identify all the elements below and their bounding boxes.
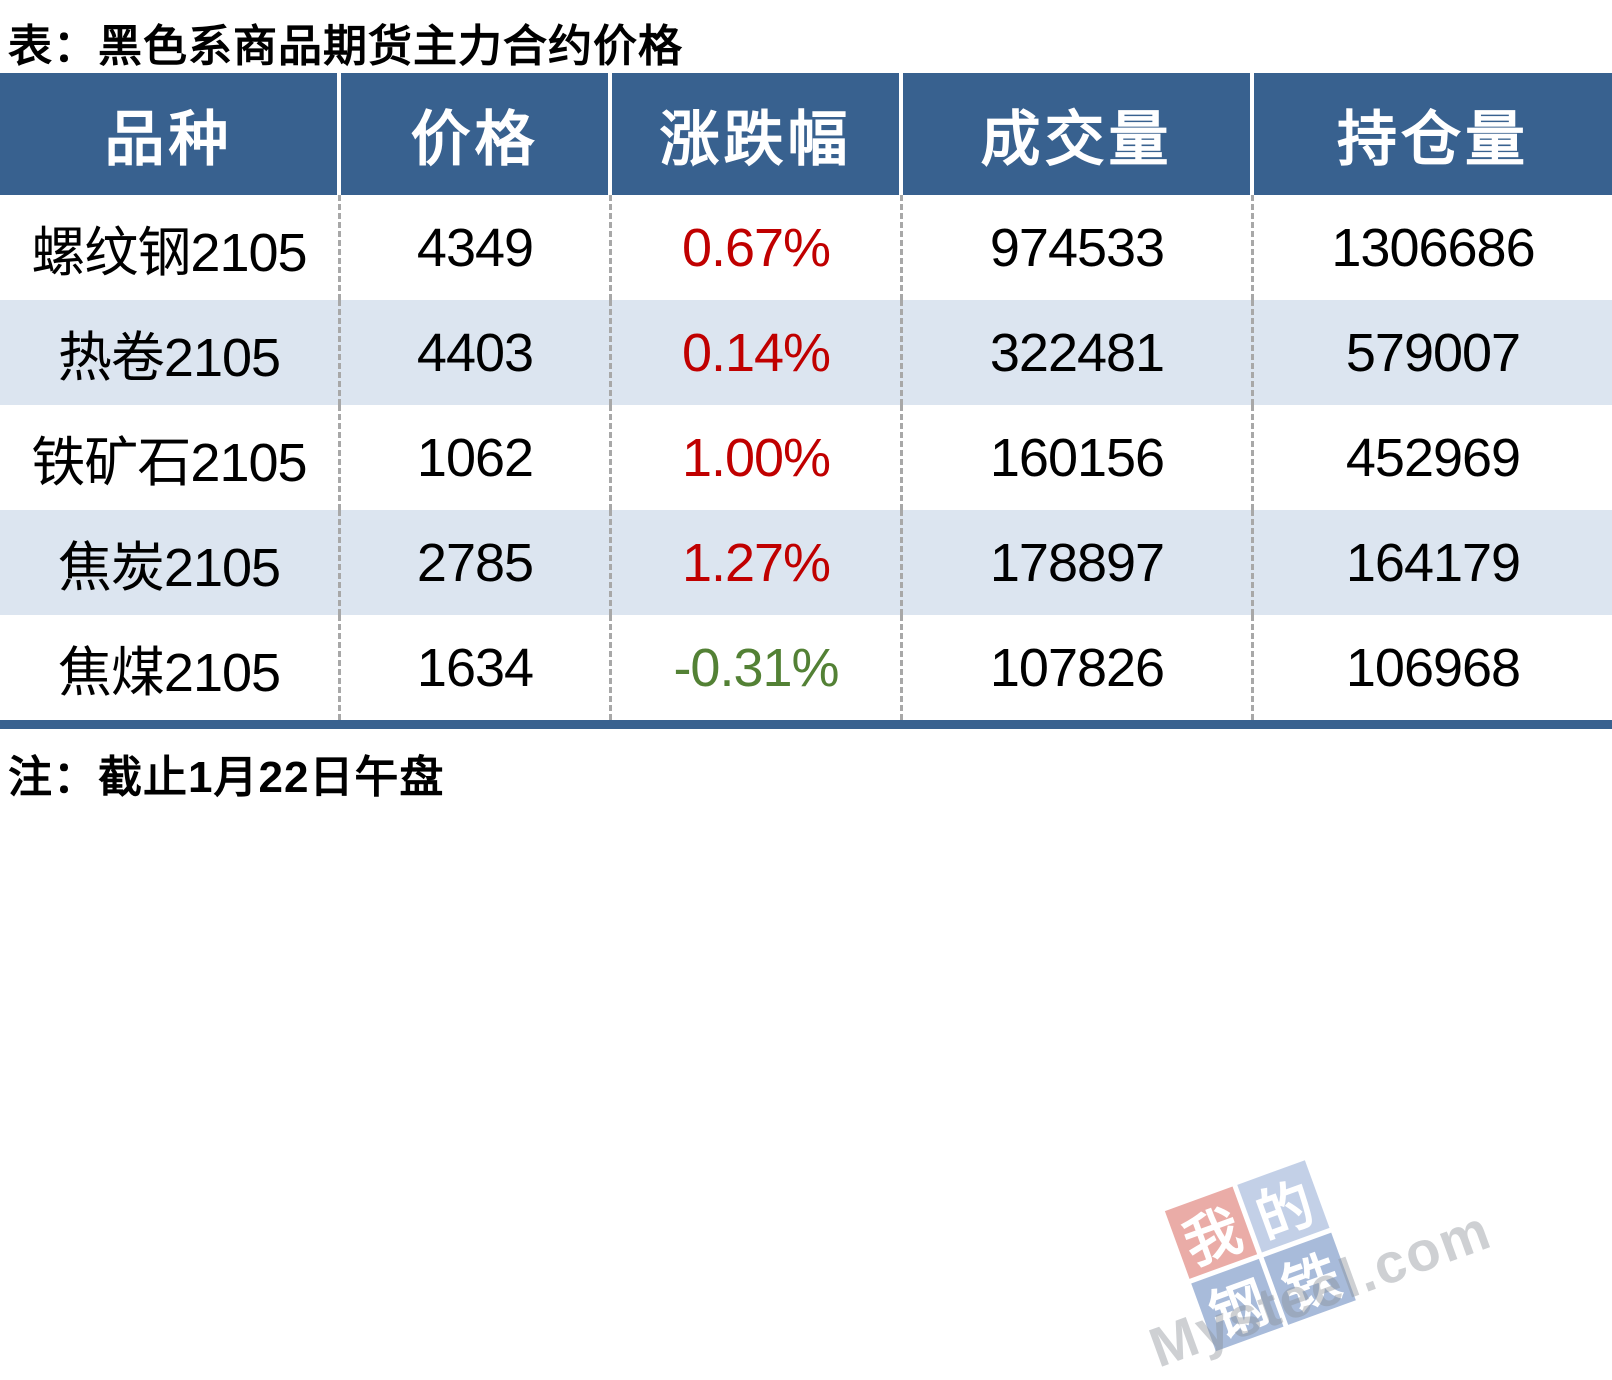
cell-open-interest: 452969 — [1345, 427, 1521, 488]
mysteel-logo-tiles: 我的钢铁 — [1164, 1160, 1357, 1352]
title-area: 表：黑色系商品期货主力合约价格 — [0, 0, 1612, 73]
futures-table: 品种 价格 涨跌幅 成交量 持仓量 螺纹钢2105 4349 0.67% 974533… — [0, 73, 1612, 720]
cell-volume: 322481 — [903, 300, 1254, 405]
table-body: 螺纹钢2105 4349 0.67% 974533 1306686 热卷2105 4403 0… — [0, 195, 1612, 720]
cell-change: -0.31% — [612, 615, 903, 720]
cell-price: 1634 — [341, 615, 612, 720]
cell-variety: 热卷2105 — [0, 300, 341, 405]
mysteel-logo-tile: 铁 — [1263, 1232, 1356, 1325]
cell-open-interest: 579007 — [1254, 300, 1612, 405]
cell-variety: 铁矿石2105 — [0, 405, 341, 510]
table-row: 热卷2105 4403 0.14% 322481 579007 — [0, 300, 1612, 405]
cell-price: 4403 — [341, 300, 612, 405]
cell-change: 1.00% — [612, 405, 903, 510]
table-row: 螺纹钢2105 4349 0.67% 974533 1306686 — [0, 195, 1612, 300]
note-area: 注：截止1月22日午盘 — [0, 729, 1612, 805]
footnote: 注：截止1月22日午盘 — [8, 753, 445, 802]
cell-price: 1062 — [341, 405, 612, 510]
cell-change: 0.67% — [612, 195, 903, 300]
table-title: 表：黑色系商品期货主力合约价格 — [8, 22, 683, 71]
cell-volume: 160156 — [903, 405, 1254, 510]
cell-open-interest: 106968 — [1345, 637, 1521, 698]
bottom-divider-bar — [0, 720, 1612, 729]
cell-price: 4349 — [341, 195, 612, 300]
cell-price: 2785 — [341, 510, 612, 615]
table-row: 焦炭2105 2785 1.27% 178897 164179 — [0, 510, 1612, 615]
col-header-variety: 品种 — [0, 73, 341, 195]
cell-variety: 螺纹钢2105 — [0, 195, 341, 300]
cell-volume: 974533 — [903, 195, 1254, 300]
mysteel-logo-tile: 钢 — [1191, 1258, 1284, 1352]
cell-variety: 焦煤2105 — [0, 615, 341, 720]
mysteel-watermark-text: Mysteel.com — [1141, 1197, 1500, 1380]
col-header-open-interest: 持仓量 — [1254, 73, 1612, 195]
cell-variety: 焦炭2105 — [0, 510, 341, 615]
table-row: 铁矿石2105 1062 1.00% 160156 452969 — [0, 405, 1612, 510]
mysteel-logo-tile: 的 — [1237, 1160, 1330, 1253]
col-header-change: 涨跌幅 — [612, 73, 903, 195]
cell-volume: 178897 — [903, 510, 1254, 615]
table-row: 焦煤2105 1634 -0.31% 107826 106968 — [0, 615, 1612, 720]
cell-change: 1.27% — [612, 510, 903, 615]
cell-change: 0.14% — [612, 300, 903, 405]
cell-volume: 107826 — [903, 615, 1254, 720]
col-header-volume: 成交量 — [903, 73, 1254, 195]
mysteel-logo-tile: 我 — [1164, 1186, 1258, 1279]
table-header-row: 品种 价格 涨跌幅 成交量 持仓量 — [0, 73, 1612, 195]
cell-open-interest: 1306686 — [1331, 217, 1535, 278]
cell-open-interest: 164179 — [1254, 510, 1612, 615]
col-header-price: 价格 — [341, 73, 612, 195]
